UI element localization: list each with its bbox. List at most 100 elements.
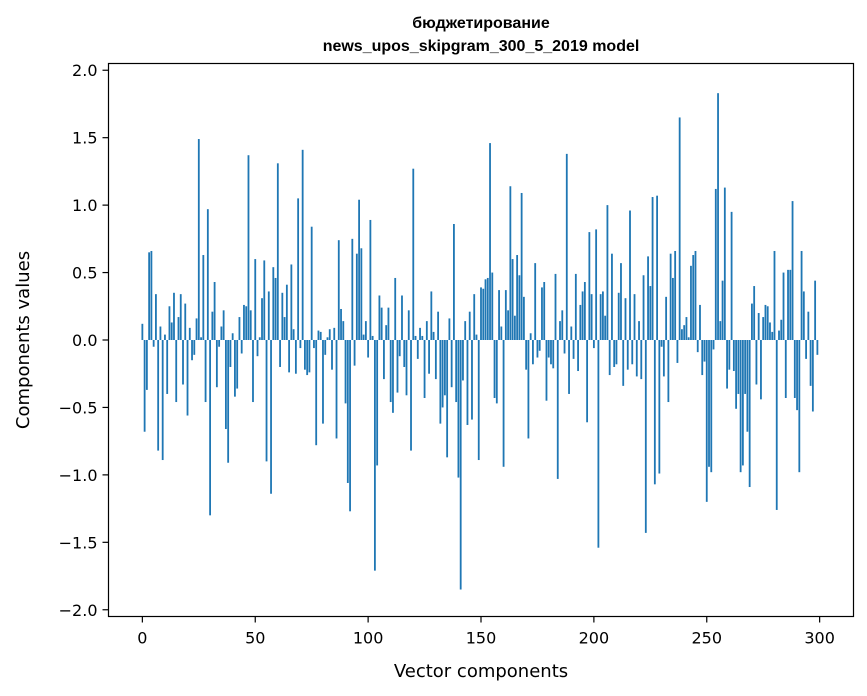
bar bbox=[480, 287, 482, 340]
bar bbox=[516, 255, 519, 340]
bar bbox=[267, 291, 270, 340]
bar bbox=[301, 149, 304, 340]
bar bbox=[590, 294, 593, 340]
bar bbox=[443, 340, 446, 396]
bar bbox=[448, 318, 451, 340]
bar bbox=[175, 340, 178, 403]
bar bbox=[703, 340, 706, 362]
bar bbox=[209, 340, 211, 516]
bar bbox=[635, 340, 638, 377]
bar bbox=[412, 168, 415, 340]
bar bbox=[565, 153, 568, 340]
bar bbox=[457, 340, 460, 478]
bar bbox=[378, 295, 381, 340]
bar bbox=[579, 304, 582, 340]
bar bbox=[791, 201, 794, 340]
bar bbox=[308, 340, 311, 373]
bar bbox=[705, 340, 708, 502]
bar bbox=[651, 197, 654, 340]
bar bbox=[349, 340, 351, 512]
bar bbox=[608, 340, 611, 376]
bar bbox=[581, 291, 584, 340]
bar bbox=[164, 334, 166, 340]
bar bbox=[200, 337, 202, 340]
bar bbox=[403, 340, 406, 367]
bar bbox=[392, 340, 394, 413]
bar bbox=[529, 333, 532, 340]
bar bbox=[489, 143, 491, 340]
bar bbox=[656, 195, 658, 340]
bar bbox=[410, 340, 412, 451]
bar bbox=[816, 340, 819, 355]
bar bbox=[261, 298, 263, 340]
bar bbox=[486, 277, 489, 340]
x-tick-label: 50 bbox=[245, 629, 265, 648]
bar bbox=[769, 322, 771, 340]
bar bbox=[629, 210, 631, 340]
y-tick-label: 0.0 bbox=[72, 331, 97, 350]
bar bbox=[667, 340, 670, 403]
bar bbox=[802, 291, 805, 340]
bar bbox=[313, 340, 315, 349]
bar bbox=[606, 205, 609, 340]
bar bbox=[563, 340, 566, 354]
bar bbox=[342, 321, 345, 340]
bar bbox=[721, 280, 724, 340]
bar bbox=[150, 250, 153, 340]
bar bbox=[459, 340, 462, 590]
bar bbox=[326, 337, 329, 340]
bar bbox=[701, 340, 704, 376]
bar bbox=[202, 255, 205, 340]
bar bbox=[283, 317, 286, 340]
bar bbox=[561, 310, 564, 340]
bar bbox=[631, 340, 634, 365]
y-axis-label: Components values bbox=[13, 251, 34, 429]
bar bbox=[351, 238, 354, 340]
bar bbox=[414, 335, 417, 340]
bar bbox=[328, 329, 331, 340]
bar bbox=[762, 317, 765, 340]
bar bbox=[168, 306, 171, 340]
bar bbox=[751, 303, 753, 340]
bar bbox=[730, 211, 733, 340]
bar bbox=[376, 340, 379, 466]
bar bbox=[624, 298, 627, 340]
bar bbox=[446, 340, 449, 458]
bar bbox=[617, 292, 620, 340]
y-tick-label: 2.0 bbox=[72, 61, 97, 80]
bar bbox=[477, 340, 480, 461]
bar bbox=[373, 340, 376, 571]
bar bbox=[315, 340, 318, 446]
bar bbox=[263, 260, 266, 340]
bar bbox=[324, 340, 327, 355]
bar bbox=[421, 335, 424, 340]
bar bbox=[234, 340, 236, 397]
y-tick-label: 1.0 bbox=[72, 196, 97, 215]
bar bbox=[633, 294, 636, 340]
bar bbox=[807, 311, 810, 340]
bar bbox=[272, 267, 275, 340]
bar bbox=[638, 321, 640, 340]
bar bbox=[570, 326, 573, 340]
bar bbox=[249, 310, 252, 340]
bar bbox=[405, 340, 408, 396]
bar bbox=[534, 263, 537, 340]
bar bbox=[626, 340, 629, 370]
bar bbox=[258, 337, 261, 340]
x-tick-label: 0 bbox=[137, 629, 147, 648]
bar bbox=[236, 340, 239, 389]
bar bbox=[364, 321, 367, 340]
bar bbox=[195, 318, 198, 340]
bar bbox=[592, 340, 595, 349]
bar bbox=[355, 253, 358, 340]
bar bbox=[310, 226, 313, 340]
bar bbox=[491, 272, 494, 340]
bar bbox=[739, 340, 742, 473]
bar bbox=[276, 163, 279, 340]
bar bbox=[186, 340, 189, 416]
bar bbox=[755, 340, 758, 385]
bar bbox=[572, 340, 575, 359]
y-tick-label: −1.0 bbox=[59, 466, 98, 485]
bar bbox=[620, 263, 622, 340]
